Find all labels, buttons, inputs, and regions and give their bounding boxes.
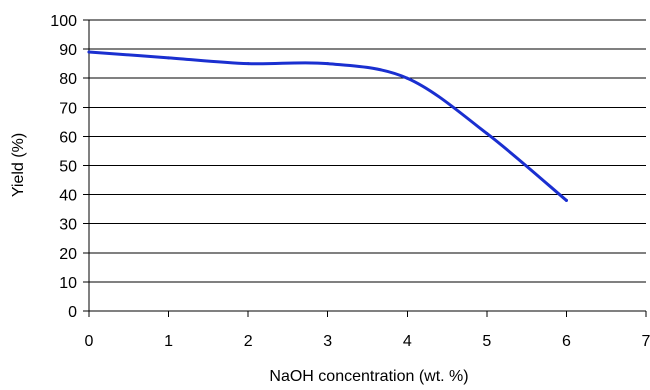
- data-point: [326, 62, 330, 66]
- data-point: [87, 50, 91, 54]
- data-point: [564, 198, 568, 202]
- gridlines: [89, 19, 646, 312]
- y-tick-label: 60: [59, 129, 77, 146]
- x-axis-title: NaOH concentration (wt. %): [269, 368, 468, 385]
- x-tick-label: 2: [244, 333, 253, 350]
- tick-labels: 0 10 20 30 40 50 60 70 80 90 100 0 1 2 3 4 5 6 7: [50, 13, 650, 350]
- x-tick-label: 5: [482, 333, 491, 350]
- y-tick-label: 40: [59, 188, 77, 205]
- series-layer: [87, 50, 568, 202]
- y-tick-label: 0: [68, 304, 77, 321]
- y-tick-label: 50: [59, 159, 77, 176]
- y-tick-label: 100: [50, 13, 77, 30]
- data-point: [485, 131, 489, 135]
- x-tick-label: 6: [562, 333, 571, 350]
- y-tick-label: 20: [59, 246, 77, 263]
- y-tick-label: 70: [59, 100, 77, 117]
- x-tick-label: 3: [323, 333, 332, 350]
- x-tick-label: 1: [164, 333, 173, 350]
- data-point: [246, 62, 250, 66]
- data-point: [167, 56, 171, 60]
- x-tick-label: 0: [85, 333, 94, 350]
- y-tick-label: 10: [59, 275, 77, 292]
- series-line: [87, 50, 568, 202]
- y-tick-label: 90: [59, 42, 77, 59]
- data-point: [405, 76, 409, 80]
- x-tick-label: 4: [403, 333, 412, 350]
- axes: [83, 19, 647, 317]
- x-tick-label: 7: [642, 333, 650, 350]
- y-axis-title: Yield (%): [10, 133, 27, 197]
- y-tick-label: 30: [59, 217, 77, 234]
- y-tick-label: 80: [59, 71, 77, 88]
